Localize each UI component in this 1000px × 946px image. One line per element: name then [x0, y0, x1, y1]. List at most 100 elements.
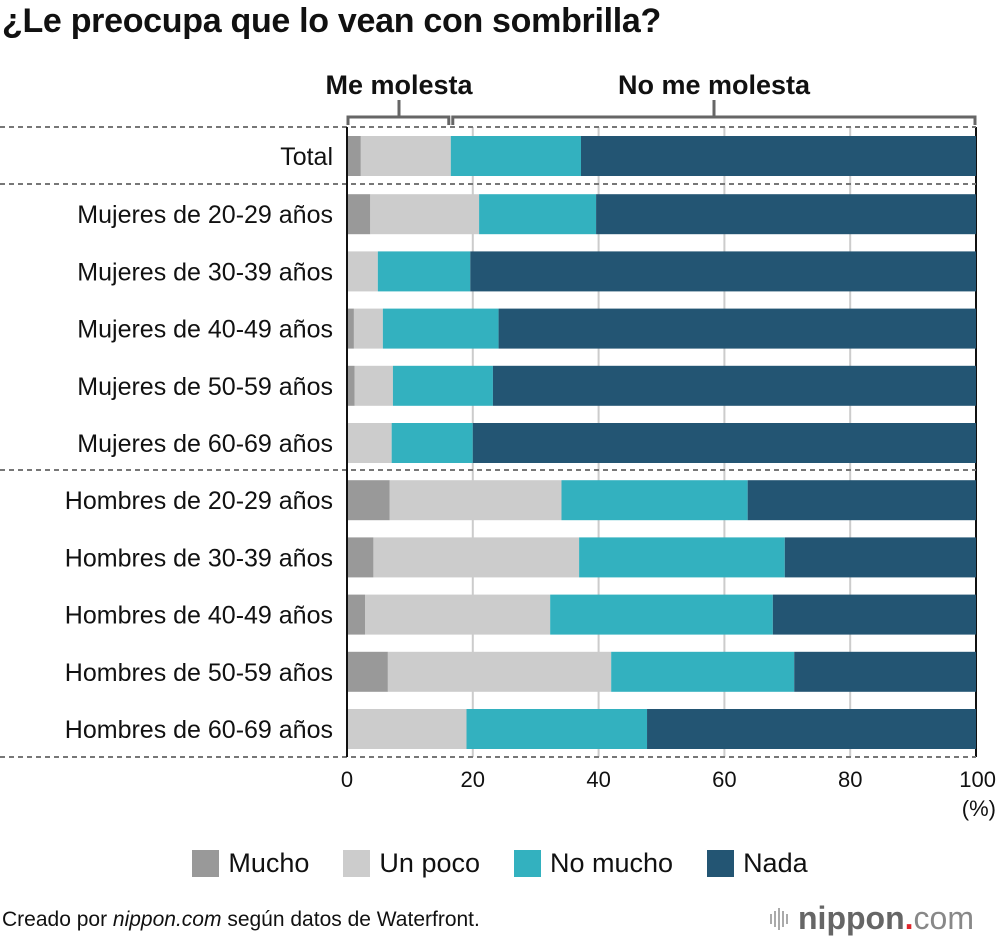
category-label: Mujeres de 60-69 años: [77, 430, 333, 458]
category-label: Hombres de 50-59 años: [65, 659, 333, 687]
bar-segment-nada: [492, 365, 976, 406]
nippon-logo: nippon. com: [770, 900, 974, 937]
bar-row-1: [347, 194, 976, 235]
x-axis-unit-label: (%): [962, 796, 996, 821]
legend-item-un-poco: Un poco: [343, 848, 480, 879]
bar-segment-no-mucho: [611, 651, 795, 692]
bar-row-0: [347, 136, 976, 176]
logo-name: nippon: [798, 900, 905, 936]
group-separators: [0, 126, 976, 758]
legend-label: Un poco: [379, 848, 480, 878]
bar-row-3: [347, 308, 976, 349]
bar-segment-un-poco: [354, 365, 393, 406]
source-suffix: según datos de Waterfront.: [221, 908, 480, 931]
bar-segment-mucho: [347, 651, 388, 692]
legend-item-no-mucho: No mucho: [514, 848, 673, 879]
category-label: Mujeres de 40-49 años: [77, 316, 333, 344]
bar-segment-un-poco: [360, 136, 451, 176]
category-label: Mujeres de 50-59 años: [77, 373, 333, 401]
bar-segment-un-poco: [387, 651, 612, 692]
bar-segment-nada: [580, 136, 976, 176]
bar-segment-nada: [470, 251, 976, 292]
bar-segment-un-poco: [347, 251, 378, 292]
bracket-no-me-molesta: [451, 115, 977, 125]
bracket-label-no-me-molesta: No me molesta: [618, 70, 811, 100]
bar-segment-mucho: [347, 136, 361, 176]
bar-segment-no-mucho: [391, 423, 473, 463]
category-label: Hombres de 60-69 años: [65, 716, 333, 744]
bar-segment-nada: [498, 308, 976, 349]
bar-row-7: [347, 537, 976, 578]
bar-row-9: [347, 651, 976, 692]
group-brackets: Me molesta No me molesta: [325, 70, 977, 125]
bar-segment-un-poco: [347, 709, 467, 749]
logo-dot: .: [904, 900, 914, 936]
bar-segment-mucho: [347, 308, 354, 349]
bar-segment-mucho: [347, 537, 374, 578]
bar-segment-no-mucho: [561, 480, 748, 521]
bar-segment-mucho: [347, 365, 355, 406]
legend-swatch-mucho: [192, 850, 220, 877]
chart-title: ¿Le preocupa que lo vean con sombrilla?: [2, 2, 661, 40]
legend-item-mucho: Mucho: [192, 848, 309, 879]
category-label: Hombres de 20-29 años: [65, 487, 333, 515]
bar-segment-nada: [794, 651, 976, 692]
bar-row-2: [347, 251, 976, 292]
bar-segment-mucho: [347, 594, 366, 635]
bar-segment-no-mucho: [550, 594, 773, 635]
bracket-me-molesta: [346, 115, 451, 125]
bar-segment-no-mucho: [450, 136, 581, 176]
category-label: Mujeres de 30-39 años: [77, 258, 333, 286]
bar-segment-no-mucho: [382, 308, 499, 349]
bar-segment-mucho: [347, 194, 371, 235]
x-tick-label: 20: [461, 767, 485, 792]
bar-segment-no-mucho: [479, 194, 597, 235]
bar-segment-un-poco: [365, 594, 551, 635]
x-tick-label: 80: [838, 767, 862, 792]
x-tick-label: 0: [341, 767, 353, 792]
bar-row-5: [347, 423, 976, 463]
legend-item-nada: Nada: [707, 848, 808, 879]
bar-segment-nada: [747, 480, 976, 521]
category-label: Mujeres de 20-29 años: [77, 201, 333, 229]
x-axis-ticks: 0 20 40 60 80 100: [341, 767, 996, 792]
bar-row-6: [347, 480, 976, 521]
legend-label: No mucho: [550, 848, 674, 878]
sound-wave-icon: [770, 907, 790, 930]
source-prefix: Creado por: [2, 908, 113, 931]
bar-segment-nada: [772, 594, 976, 635]
bar-segment-un-poco: [347, 423, 392, 463]
bars: [347, 136, 976, 749]
logo-tld: com: [913, 900, 974, 936]
bar-segment-un-poco: [353, 308, 383, 349]
bar-segment-no-mucho: [392, 365, 493, 406]
category-labels: Total Mujeres de 20-29 años Mujeres de 30-…: [65, 143, 333, 744]
category-label: Total: [280, 143, 333, 171]
bar-row-8: [347, 594, 976, 635]
x-tick-label: 40: [586, 767, 610, 792]
legend-label: Nada: [743, 848, 808, 878]
bar-segment-no-mucho: [377, 251, 471, 292]
bar-segment-nada: [596, 194, 976, 235]
legend-swatch-un-poco: [343, 850, 371, 877]
bar-segment-un-poco: [370, 194, 480, 235]
x-tick-label: 60: [712, 767, 736, 792]
source-note: Creado por nippon.com según datos de Wat…: [2, 908, 480, 932]
bar-segment-nada: [472, 423, 976, 463]
bar-segment-mucho: [347, 480, 390, 521]
bar-segment-un-poco: [373, 537, 580, 578]
stacked-bar-chart: Total Mujeres de 20-29 años Mujeres de 30-…: [0, 70, 996, 821]
category-label: Hombres de 30-39 años: [65, 544, 333, 572]
legend: Mucho Un poco No mucho Nada: [0, 848, 1000, 879]
bar-segment-un-poco: [389, 480, 562, 521]
bar-segment-no-mucho: [466, 709, 648, 749]
category-label: Hombres de 40-49 años: [65, 602, 333, 630]
legend-swatch-no-mucho: [514, 850, 541, 877]
bar-segment-no-mucho: [579, 537, 785, 578]
legend-swatch-nada: [707, 850, 735, 877]
source-site: nippon.com: [112, 908, 222, 931]
legend-label: Mucho: [228, 848, 310, 878]
bar-segment-nada: [784, 537, 976, 578]
bar-segment-nada: [647, 709, 976, 749]
bar-row-10: [347, 709, 976, 749]
